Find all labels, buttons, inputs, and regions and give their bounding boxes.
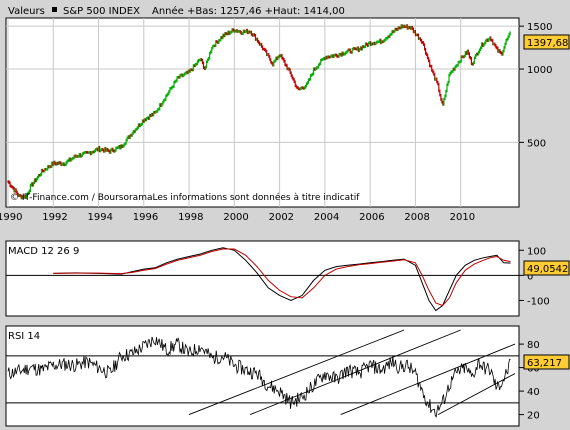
x-tick-label: 1992 <box>42 212 67 223</box>
macd-series: 100 0 -100 <box>6 246 550 312</box>
macd-y-tick-label: 100 <box>527 246 546 257</box>
macd-y-tick-label: -100 <box>527 296 550 307</box>
macd-current-tag <box>523 260 570 276</box>
x-tick-label: 1998 <box>178 212 203 223</box>
rsi-trend-line <box>188 329 405 416</box>
macd-signal-line <box>53 248 511 307</box>
axis-ticks: 1990 1992 1994 1996 1998 2000 2002 2004 2006 2008… <box>0 22 552 223</box>
price-series <box>7 24 511 200</box>
header-range: Année +Bas: 1257,46 +Haut: 1414,00 <box>152 5 345 17</box>
rsi-current-tag <box>523 354 570 370</box>
x-tick-label: 2000 <box>223 212 248 223</box>
macd-line <box>53 247 511 312</box>
macd-panel <box>5 240 520 317</box>
price-y-tick-label: 1500 <box>527 22 552 33</box>
series-marker-icon <box>52 7 57 12</box>
price-y-tick-label: 1000 <box>527 65 552 76</box>
rsi-trend-line <box>340 343 516 416</box>
credit-text: © IT-Finance.com / BoursoramaLes informa… <box>10 192 360 203</box>
macd-y-tick-label: 0 <box>527 271 533 282</box>
price-current-value: 1397,68 <box>527 38 568 49</box>
rsi-line <box>7 336 511 418</box>
macd-current-value: 49,0542 <box>527 264 568 275</box>
price-current-tag <box>523 34 570 50</box>
x-tick-label: 2010 <box>450 212 475 223</box>
x-tick-label: 1994 <box>88 212 113 223</box>
rsi-trend-line <box>437 373 516 415</box>
x-tick-label: 2008 <box>404 212 429 223</box>
rsi-title: RSI 14 <box>8 331 40 342</box>
x-tick-label: 1996 <box>133 212 158 223</box>
rsi-panel <box>5 325 520 427</box>
header-index-name: S&P 500 INDEX <box>63 6 140 17</box>
rsi-y-tick-label: 40 <box>527 387 540 398</box>
x-tick-label: 2004 <box>314 212 339 223</box>
x-tick-label: 2006 <box>359 212 384 223</box>
macd-title: MACD 12 26 9 <box>8 246 79 257</box>
x-tick-label: 1990 <box>0 212 22 223</box>
rsi-trend-line <box>250 329 461 416</box>
rsi-y-tick-label: 80 <box>527 340 540 351</box>
header-left-label: Valeurs <box>8 6 45 17</box>
price-gridlines <box>6 18 519 207</box>
price-y-tick-label: 500 <box>527 138 546 149</box>
rsi-current-value: 63,217 <box>527 358 562 369</box>
x-tick-label: 2002 <box>269 212 294 223</box>
rsi-y-tick-label: 20 <box>527 411 540 422</box>
